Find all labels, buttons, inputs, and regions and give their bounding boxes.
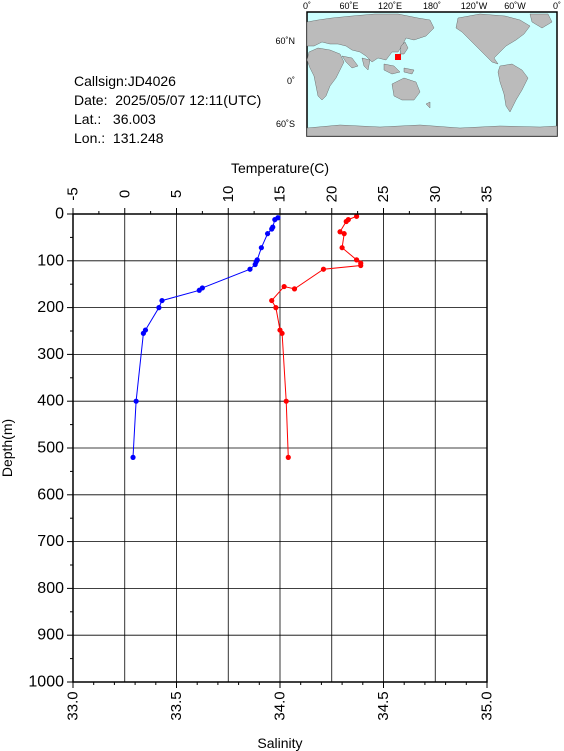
salinity-data-point [285,454,291,460]
temperature-tick-label: 15 [272,186,289,203]
salinity-profile-line [271,215,362,458]
depth-tick-label: 900 [37,627,64,644]
map-lon-label: 60˚E [339,1,358,11]
depth-tick-label: 100 [37,252,64,269]
map-lon-label: 0˚ [553,1,561,11]
map-lon-label: 120˚E [378,1,402,11]
depth-axis-label: Depth(m) [0,419,15,477]
temperature-tick-label: -5 [65,187,82,200]
chart-grid [72,213,488,683]
map-lon-label: 180˚ [423,1,441,11]
temperature-tick-label: 5 [168,190,185,198]
map-lon-label: 60˚W [504,1,526,11]
map-lat-label: 60˚S [276,119,295,129]
temperature-data-point [269,226,275,232]
temperature-data-point [258,245,264,251]
temperature-data-point [272,217,278,223]
salinity-data-point [283,398,289,404]
latitude-text: Lat.: 36.003 [74,111,156,127]
temperature-tick-label: 20 [323,186,340,203]
salinity-data-point [320,266,327,272]
temperature-data-point [130,454,136,460]
location-map: 0˚ 60˚E 120˚E 180˚ 120˚W 60˚W 0˚ 60˚N 0˚… [275,1,561,137]
callsign-text: Callsign:JD4026 [74,73,176,89]
salinity-data-point [358,262,364,269]
temperature-tick-label: 25 [375,186,392,203]
depth-tick-label: 200 [37,299,64,316]
salinity-data-point [353,213,360,219]
temperature-data-point [140,330,146,336]
temperature-data-point [159,297,165,304]
depth-tick-label: 700 [37,533,64,550]
depth-tick-label: 1000 [28,674,64,691]
depth-tick-label: 400 [37,393,64,410]
temperature-data-point [196,287,202,293]
salinity-tick-label: 35.0 [479,691,496,720]
salinity-tick-label: 34.0 [272,691,289,720]
map-lat-label: 60˚N [275,36,295,46]
temperature-tick-label: 0 [116,190,133,198]
longitude-text: Lon.: 131.248 [74,130,164,146]
salinity-data-point [339,245,345,251]
temperature-axis-label: Temperature(C) [231,160,329,176]
salinity-data-point [269,297,275,304]
temperature-data-point [133,398,139,404]
temperature-data-point [247,266,253,272]
map-lon-label: 120˚W [461,1,488,11]
temperature-tick-label: 30 [427,186,444,203]
salinity-tick-label: 33.5 [168,691,185,720]
map-land [306,13,558,137]
temperature-data-point [264,231,271,237]
salinity-data-point [353,257,360,263]
temperature-tick-label: 35 [479,186,496,203]
temperature-data-point [252,261,258,268]
salinity-data-point [291,286,298,292]
salinity-data-point [343,218,349,225]
temperature-data-point [156,305,162,311]
salinity-data-point [281,283,287,290]
depth-tick-label: 0 [55,206,64,223]
temperature-tick-label: 10 [220,186,237,203]
date-text: Date: 2025/05/07 12:11(UTC) [74,92,262,108]
salinity-data-point [279,330,285,336]
map-lat-label: 0˚ [287,76,295,86]
temperature-profile-line [132,217,279,458]
map-top-labels: 0˚ 60˚E 120˚E 180˚ 120˚W 60˚W 0˚ [303,1,561,11]
chart-series [130,213,364,460]
depth-tick-label: 600 [37,486,64,503]
station-info: Callsign:JD4026 Date: 2025/05/07 12:11(U… [74,72,261,148]
depth-tick-label: 300 [37,346,64,363]
salinity-data-point [337,229,343,235]
depth-tick-label: 500 [37,440,64,457]
salinity-tick-label: 34.5 [375,691,392,720]
depth-tick-label: 800 [37,580,64,597]
salinity-axis-label: Salinity [257,735,302,751]
salinity-tick-label: 33.0 [65,691,82,720]
salinity-data-point [341,231,347,237]
station-location-marker [395,54,401,60]
salinity-data-point [273,305,279,311]
map-lon-label: 0˚ [303,1,311,11]
map-lat-labels: 60˚N 0˚ 60˚S [275,36,295,129]
